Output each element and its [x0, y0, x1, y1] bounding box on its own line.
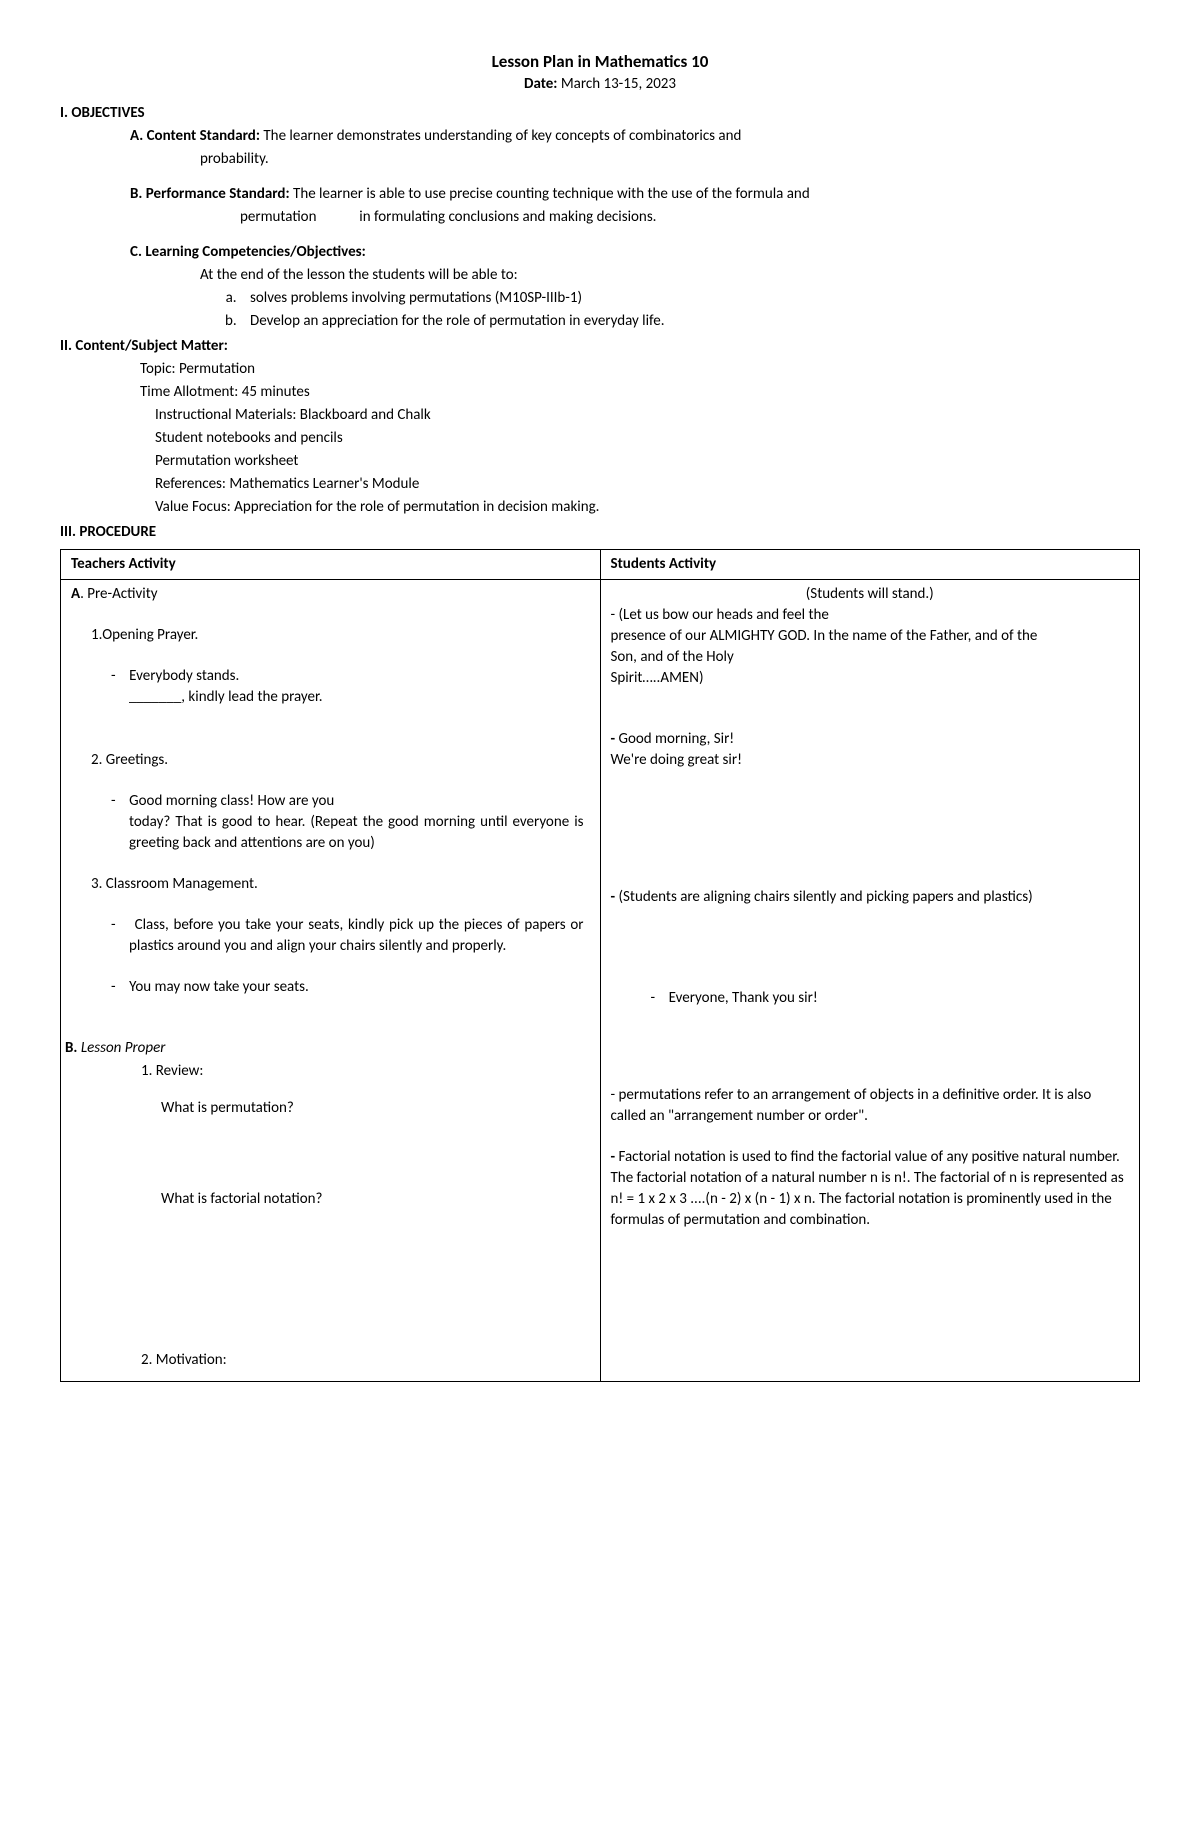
pre-activity-a: A — [71, 585, 80, 603]
objective-c-list: solves problems involving permutations (… — [240, 288, 1140, 332]
date-line: Date: March 13-15, 2023 — [60, 74, 1140, 95]
t-item-3-d2-text: You may now take your seats. — [129, 978, 309, 996]
content-time-value: 45 minutes — [242, 383, 310, 401]
section-objectives-heading: I. OBJECTIVES — [60, 103, 1140, 124]
objective-c-label: C. Learning Competencies/Objectives: — [130, 242, 1140, 263]
section-procedure-heading: III. PROCEDURE — [60, 522, 1140, 543]
t-item-1: 1.Opening Prayer. — [91, 625, 590, 646]
content-value-text: Appreciation for the role of permutation… — [234, 498, 599, 516]
content-value: Value Focus: Appreciation for the role o… — [155, 497, 1140, 518]
s2-l1: - - Good morning, Sir!Good morning, Sir! — [611, 729, 1130, 750]
objective-b-suffix: in formulating conclusions and making de… — [359, 208, 656, 226]
t-item-2-d1b: today? That is good to hear. (Repeat the… — [129, 812, 590, 854]
content-refs-label: References: — [155, 475, 226, 493]
t-item-2-d1: - Good morning class! How are you — [111, 791, 590, 812]
s1-l2: presence of our ALMIGHTY GOD. In the nam… — [611, 626, 1130, 647]
t-review-q2: What is factorial notation? — [161, 1189, 590, 1210]
objective-b-label: B. Performance Standard: — [130, 185, 290, 203]
t-item-2-d1-text: Good morning class! How are you — [129, 792, 334, 810]
content-refs: References: Mathematics Learner's Module — [155, 474, 1140, 495]
objective-a-label: A. Content Standard: — [130, 127, 260, 145]
pre-activity-text: . Pre-Activity — [80, 585, 157, 603]
content-value-label: Value Focus: — [155, 498, 231, 516]
s1-center: (Students will stand.) — [611, 584, 1130, 605]
content-topic-label: Topic: — [140, 360, 176, 378]
objective-b-prefix: permutation — [240, 208, 316, 226]
s3-l1: - (Students are aligning chairs silently… — [611, 887, 1130, 908]
t-review: 1. Review: — [141, 1061, 590, 1082]
pre-activity-head: A. Pre-Activity — [71, 584, 590, 605]
objective-b-text: The learner is able to use precise count… — [293, 185, 810, 203]
content-topic: Topic: Permutation — [140, 359, 1140, 380]
date-label: Date: — [524, 75, 557, 93]
t-motivation: 2. Motivation: — [141, 1350, 590, 1371]
lesson-proper-head: B. Lesson Proper — [65, 1038, 590, 1059]
content-materials-2: Student notebooks and pencils — [155, 428, 1140, 449]
lesson-proper-b: B. — [65, 1039, 77, 1057]
s1-l4: Spirit…..AMEN) — [611, 668, 1130, 689]
students-cell: (Students will stand.) - (Let us bow our… — [600, 579, 1140, 1381]
objective-a: A. Content Standard: The learner demonst… — [130, 126, 1140, 147]
t-item-3-d1-text: Class, before you take your seats, kindl… — [129, 916, 583, 955]
objective-c-item-1: solves problems involving permutations (… — [240, 288, 1140, 309]
objective-a-text: The learner demonstrates understanding o… — [263, 127, 741, 145]
t-item-1-d1: - Everybody stands. — [111, 666, 590, 687]
content-refs-value: Mathematics Learner's Module — [229, 475, 419, 493]
s2-l2: We're doing great sir! — [611, 750, 1130, 771]
col-students: Students Activity — [600, 549, 1140, 579]
objective-c-item-2: Develop an appreciation for the role of … — [240, 311, 1140, 332]
objective-c-intro: At the end of the lesson the students wi… — [200, 265, 1140, 286]
objective-a-cont: probability. — [200, 149, 1140, 170]
t-item-3-d2: - You may now take your seats. — [111, 977, 590, 998]
t-review-q1: What is permutation? — [161, 1098, 590, 1119]
lesson-proper-text: Lesson Proper — [81, 1039, 166, 1057]
s6-l1: - Factorial notation is used to find the… — [611, 1147, 1130, 1231]
s1-l3: Son, and of the Holy — [611, 647, 1130, 668]
t-item-3: 3. Classroom Management. — [91, 874, 590, 895]
content-materials: Instructional Materials: Blackboard and … — [155, 405, 1140, 426]
teachers-cell: A. Pre-Activity 1.Opening Prayer. - Ever… — [61, 579, 601, 1381]
page-title: Lesson Plan in Mathematics 10 — [60, 50, 1140, 74]
content-materials-label: Instructional Materials: — [155, 406, 296, 424]
s5-l1: - permutations refer to an arrangement o… — [611, 1085, 1130, 1127]
s4-l1: - Everyone, Thank you sir! — [651, 988, 1130, 1009]
t-item-1-d2: _______, kindly lead the prayer. — [129, 687, 590, 708]
t-item-3-d1: - Class, before you take your seats, kin… — [111, 915, 590, 957]
section-content-heading: II. Content/Subject Matter: — [60, 336, 1140, 357]
table-row: A. Pre-Activity 1.Opening Prayer. - Ever… — [61, 579, 1140, 1381]
content-materials-3: Permutation worksheet — [155, 451, 1140, 472]
t-item-1-d1-text: Everybody stands. — [129, 667, 239, 685]
procedure-table: Teachers Activity Students Activity A. P… — [60, 549, 1140, 1382]
date-value: March 13-15, 2023 — [561, 75, 676, 93]
col-teachers: Teachers Activity — [61, 549, 601, 579]
content-materials-1: Blackboard and Chalk — [300, 406, 431, 424]
s1-l1: - (Let us bow our heads and feel the — [611, 605, 1130, 626]
t-item-2: 2. Greetings. — [91, 750, 590, 771]
objective-b-cont: permutation in formulating conclusions a… — [240, 207, 1140, 228]
objective-b: B. Performance Standard: The learner is … — [130, 184, 1140, 205]
content-time: Time Allotment: 45 minutes — [140, 382, 1140, 403]
table-header-row: Teachers Activity Students Activity — [61, 549, 1140, 579]
content-topic-value: Permutation — [179, 360, 255, 378]
s4-l1-text: Everyone, Thank you sir! — [669, 989, 818, 1007]
content-time-label: Time Allotment: — [140, 383, 238, 401]
